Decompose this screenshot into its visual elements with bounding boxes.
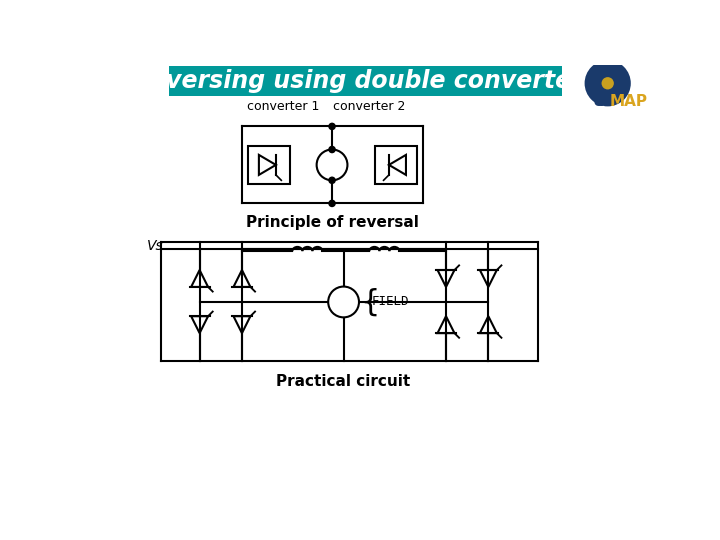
Text: converter 2: converter 2 bbox=[333, 99, 405, 112]
Bar bbox=[248, 146, 290, 184]
Circle shape bbox=[601, 77, 614, 90]
Circle shape bbox=[589, 65, 626, 102]
Circle shape bbox=[594, 70, 621, 97]
Circle shape bbox=[585, 60, 631, 106]
Bar bbox=[168, 66, 562, 96]
Text: U: U bbox=[593, 94, 605, 109]
Text: {: { bbox=[361, 287, 380, 316]
Text: FIELD: FIELD bbox=[372, 295, 409, 308]
Circle shape bbox=[600, 76, 616, 91]
Bar bbox=[375, 146, 417, 184]
Circle shape bbox=[317, 150, 348, 180]
Circle shape bbox=[329, 177, 335, 184]
Circle shape bbox=[329, 200, 335, 206]
Circle shape bbox=[329, 123, 335, 130]
Text: MAP: MAP bbox=[609, 94, 647, 109]
Text: Practical circuit: Practical circuit bbox=[276, 374, 410, 389]
Circle shape bbox=[329, 146, 335, 153]
Circle shape bbox=[328, 287, 359, 318]
Text: Principle of reversal: Principle of reversal bbox=[246, 215, 418, 230]
Text: converter 1: converter 1 bbox=[246, 99, 319, 112]
Text: Vs: Vs bbox=[148, 239, 164, 253]
Text: Reversing using double converters: Reversing using double converters bbox=[133, 69, 597, 93]
Text: ni: ni bbox=[599, 94, 615, 109]
